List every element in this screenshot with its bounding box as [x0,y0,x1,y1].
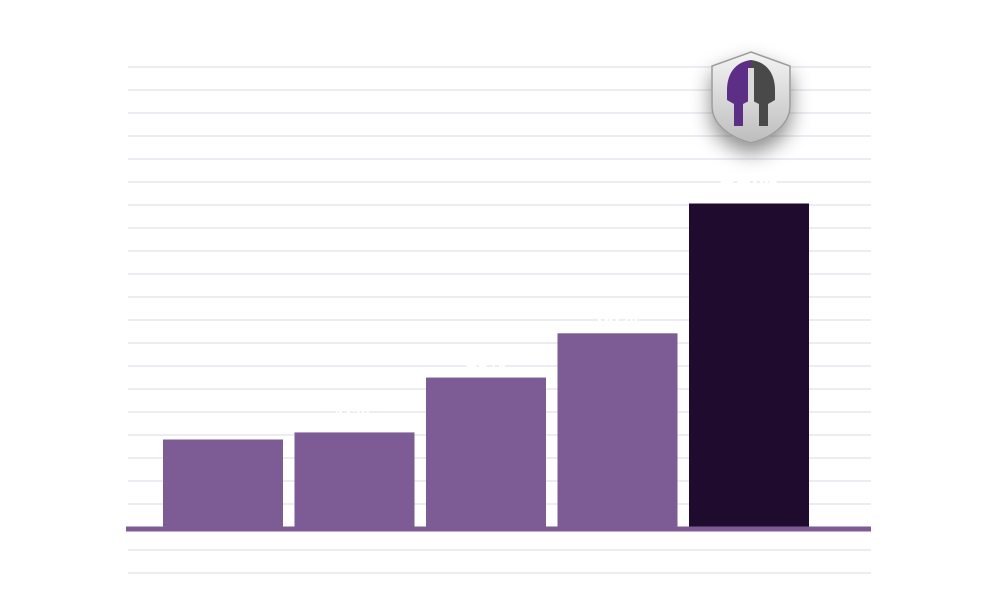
data-label-3: 25% [466,351,506,373]
bar-1 [163,439,283,528]
bar-4 [557,333,678,528]
bar-3 [426,377,546,528]
data-label-2: 16% [334,405,374,427]
data-label-4: 33% [597,306,637,328]
data-label-5: 55% [719,168,779,201]
spartan-helmet-shield-icon [711,51,791,144]
bar-2 [294,432,415,528]
data-labels: 15% 16% 25% 33% 55% [203,168,779,435]
bars [163,203,809,528]
bar-5 [689,203,809,528]
data-label-1: 15% [203,413,243,435]
